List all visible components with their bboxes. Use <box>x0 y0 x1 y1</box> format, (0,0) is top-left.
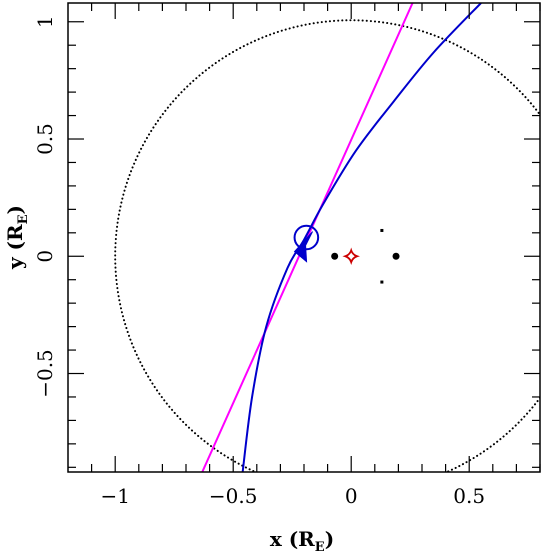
y-axis-title-close: ) <box>3 205 27 214</box>
direction-arrow <box>293 231 314 263</box>
plot-frame <box>67 2 541 473</box>
y-tick-label-group: −0.5 <box>33 349 57 398</box>
y-tick-label-group: 1 <box>33 15 57 28</box>
y-tick-label-group: 0 <box>33 250 57 263</box>
x-axis-title-close: ) <box>325 527 334 551</box>
x-axis-title-subscript: E <box>315 540 325 555</box>
x-tick-label: −0.5 <box>209 484 258 508</box>
lens-mass-1 <box>331 252 339 260</box>
x-tick-label: 0.5 <box>453 484 485 508</box>
x-axis-title: x (RE) <box>270 527 334 555</box>
plot-area <box>114 3 540 472</box>
x-tick-label: −1 <box>100 484 129 508</box>
y-tick-label: 0.5 <box>33 123 57 155</box>
y-tick-label-group: 0.5 <box>33 123 57 155</box>
planetary-caustic-1 <box>380 228 384 232</box>
lens-mass-2 <box>392 252 400 260</box>
central-caustic <box>342 247 360 266</box>
x-tick-label: 0 <box>345 484 358 508</box>
einstein-ring <box>114 19 540 472</box>
tick-labels: −1 −0.5 0 0.5 −0.5 0 0.5 1 <box>33 15 485 508</box>
source-circle <box>293 224 320 251</box>
y-axis-title-subscript: E <box>16 214 31 224</box>
y-axis-title: y (RE) <box>3 205 31 270</box>
x-axis-title-main: x (R <box>270 527 315 551</box>
y-tick-label: −0.5 <box>33 349 57 398</box>
y-axis-title-main: y (R <box>3 224 27 270</box>
curved-trajectory-line <box>241 3 482 472</box>
axis-ticks <box>68 3 541 472</box>
y-tick-label: 1 <box>33 15 57 28</box>
planetary-caustic-2 <box>380 280 384 284</box>
y-tick-label: 0 <box>33 250 57 263</box>
